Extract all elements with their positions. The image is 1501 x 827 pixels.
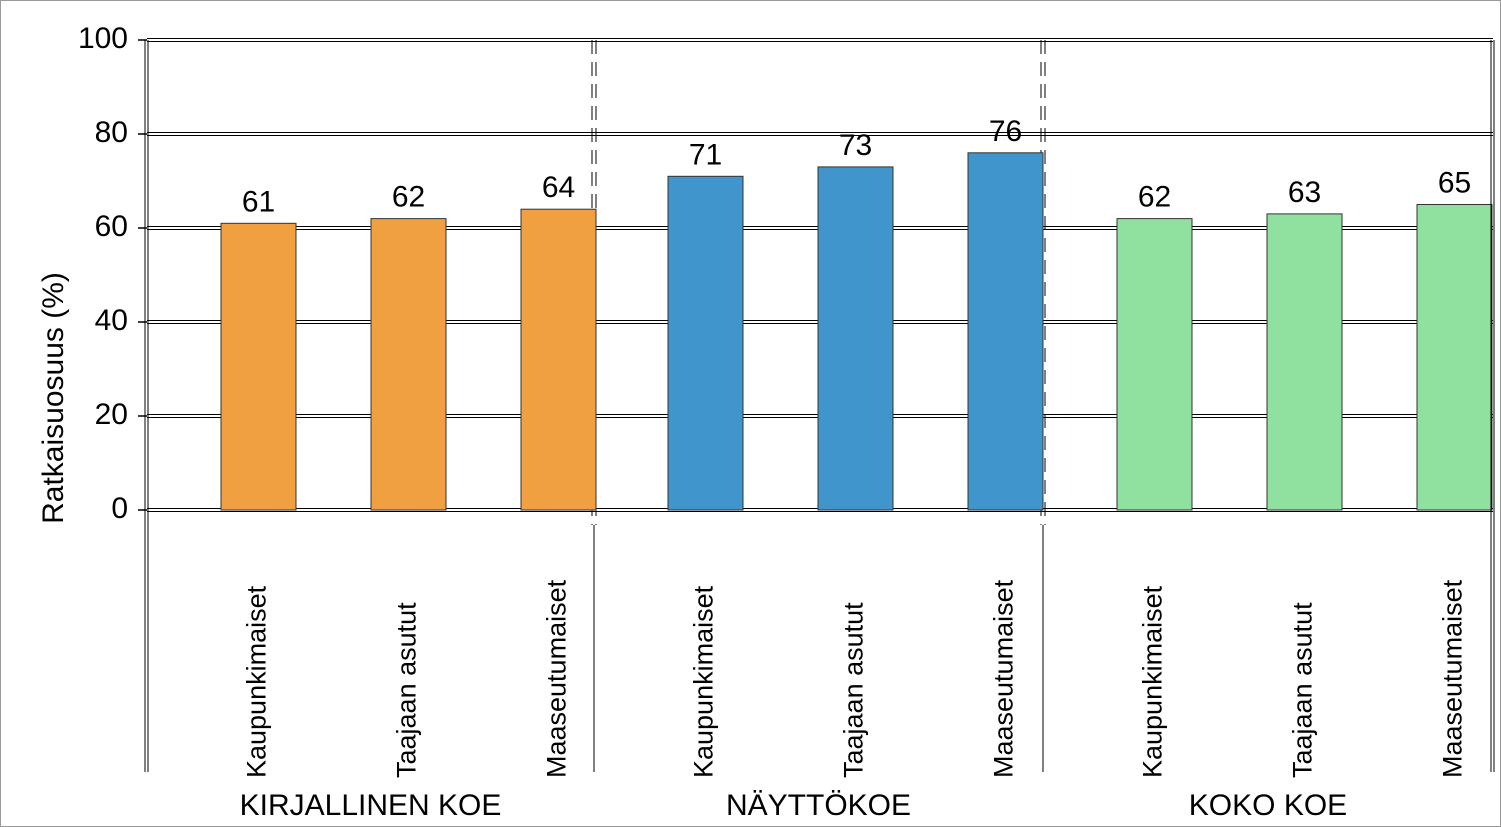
bar-value-label: 64: [542, 171, 575, 204]
y-tick-label: 20: [95, 398, 128, 431]
y-axis-title: Ratkaisuosuus (%): [37, 272, 70, 524]
y-tick-label: 0: [111, 492, 128, 525]
bar: [220, 222, 297, 511]
category-label: Maaseutumaiset: [1438, 579, 1468, 778]
group-label: KIRJALLINEN KOE: [240, 789, 502, 822]
bars: 61 62 64 71 73 76 62 63 65: [220, 115, 1493, 511]
bar-value-label: 76: [989, 115, 1022, 148]
y-tick-label: 100: [78, 22, 128, 55]
category-label: Taajaan asutut: [392, 602, 422, 778]
bar: [967, 152, 1044, 511]
bar: [667, 175, 744, 511]
category-label: Kaupunkimaiset: [1138, 585, 1168, 778]
group-label: NÄYTTÖKOE: [726, 789, 911, 822]
bar: [817, 166, 894, 511]
category-label: Taajaan asutut: [839, 602, 869, 778]
bar: [1416, 204, 1493, 511]
bar-value-label: 65: [1438, 167, 1471, 200]
y-tick-label: 40: [95, 304, 128, 337]
category-label: Maaseutumaiset: [989, 579, 1019, 778]
y-tick-label: 60: [95, 210, 128, 243]
bar-value-label: 61: [242, 185, 275, 218]
category-label: Kaupunkimaiset: [242, 585, 272, 778]
bar-value-label: 62: [1138, 181, 1171, 214]
bar: [1266, 213, 1343, 511]
category-label: Kaupunkimaiset: [689, 585, 719, 778]
category-label: Maaseutumaiset: [542, 579, 572, 778]
bar: [520, 208, 597, 511]
bar: [370, 218, 447, 511]
bar-value-label: 73: [839, 129, 872, 162]
category-label: Taajaan asutut: [1288, 602, 1318, 778]
bar: [1116, 218, 1193, 511]
bar-value-label: 63: [1288, 176, 1321, 209]
group-label: KOKO KOE: [1189, 789, 1347, 822]
bar-value-label: 71: [689, 138, 722, 171]
axes: 0 20 40 60 80 100 Kaupunkimaiset Taajaan asutut…: [78, 22, 1495, 822]
bar-value-label: 62: [392, 181, 425, 214]
y-tick-label: 80: [95, 116, 128, 149]
